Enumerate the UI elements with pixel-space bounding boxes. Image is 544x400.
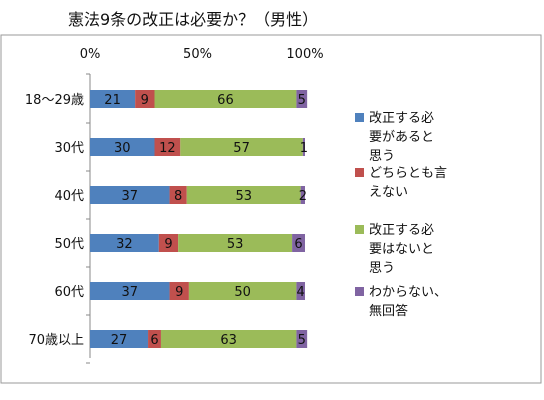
data-label: 5 — [298, 333, 306, 348]
data-label: 37 — [122, 285, 139, 300]
bar-segment — [90, 282, 170, 300]
chart-title: 憲法9条の改正は必要か？（男性） — [68, 10, 318, 29]
bar-segment — [296, 90, 308, 108]
data-label: 30 — [114, 141, 131, 156]
bar-segment — [154, 138, 181, 156]
legend-label: 思う — [369, 149, 395, 164]
bar-segment — [296, 282, 305, 300]
bar-segment — [169, 186, 187, 204]
legend-label: 思う — [369, 261, 395, 276]
legend-label: 要はないと — [369, 242, 434, 257]
data-label: 6 — [294, 237, 302, 252]
bar-segment — [300, 186, 305, 204]
bar-segment — [135, 90, 155, 108]
category-label: 40代 — [54, 189, 84, 204]
category-label: 60代 — [54, 285, 84, 300]
data-label: 1 — [300, 141, 308, 156]
legend-swatch — [355, 113, 364, 122]
x-tick-label: 50% — [183, 47, 212, 62]
data-label: 4 — [297, 285, 305, 300]
legend-label: えない — [369, 185, 408, 200]
legend-label: どちらとも言 — [369, 166, 447, 181]
bar-segment — [154, 90, 297, 108]
bar-segment — [158, 234, 179, 252]
data-label: 63 — [220, 333, 237, 348]
category-label: 50代 — [54, 237, 84, 252]
bar-segment — [178, 234, 293, 252]
data-label: 21 — [104, 93, 121, 108]
data-label: 53 — [235, 189, 252, 204]
legend-label: 改正する必 — [369, 223, 434, 238]
bar-segment — [292, 234, 305, 252]
category-label: 18～29歳 — [25, 93, 84, 108]
bar-segment — [169, 282, 189, 300]
bar-segment — [148, 330, 161, 348]
data-label: 66 — [217, 93, 234, 108]
bar-segment — [90, 90, 136, 108]
category-label: 30代 — [54, 141, 84, 156]
bar-segment — [188, 282, 297, 300]
data-label: 37 — [122, 189, 139, 204]
data-label: 57 — [233, 141, 250, 156]
data-label: 5 — [298, 93, 306, 108]
legend-label: 無回答 — [369, 303, 408, 319]
data-label: 6 — [150, 333, 158, 348]
data-label: 50 — [234, 285, 251, 300]
bar-segment — [90, 234, 159, 252]
legend-label: 要があると — [369, 130, 434, 145]
data-label: 12 — [159, 141, 176, 156]
bar-segment — [296, 330, 308, 348]
bar-segment — [160, 330, 297, 348]
data-label: 53 — [227, 237, 244, 252]
legend-label: わからない、 — [369, 285, 447, 300]
legend-swatch — [355, 287, 364, 296]
chart-frame — [0, 34, 542, 384]
data-label: 9 — [164, 237, 172, 252]
data-label: 8 — [174, 189, 182, 204]
data-label: 27 — [111, 333, 128, 348]
category-label: 70歳以上 — [28, 333, 84, 348]
bar-segment — [180, 138, 303, 156]
legend-label: 改正する必 — [369, 111, 434, 126]
bar-segment — [90, 186, 170, 204]
data-label: 32 — [116, 237, 133, 252]
bar-segment — [90, 138, 155, 156]
bar-segment — [90, 330, 149, 348]
legend-swatch — [355, 225, 364, 234]
bar-segment — [302, 138, 305, 156]
legend-swatch — [355, 168, 364, 177]
data-label: 2 — [299, 189, 307, 204]
data-label: 9 — [175, 285, 183, 300]
bar-segment — [186, 186, 301, 204]
x-tick-label: 100% — [286, 47, 323, 62]
x-tick-label: 0% — [80, 47, 101, 62]
data-label: 9 — [141, 93, 149, 108]
